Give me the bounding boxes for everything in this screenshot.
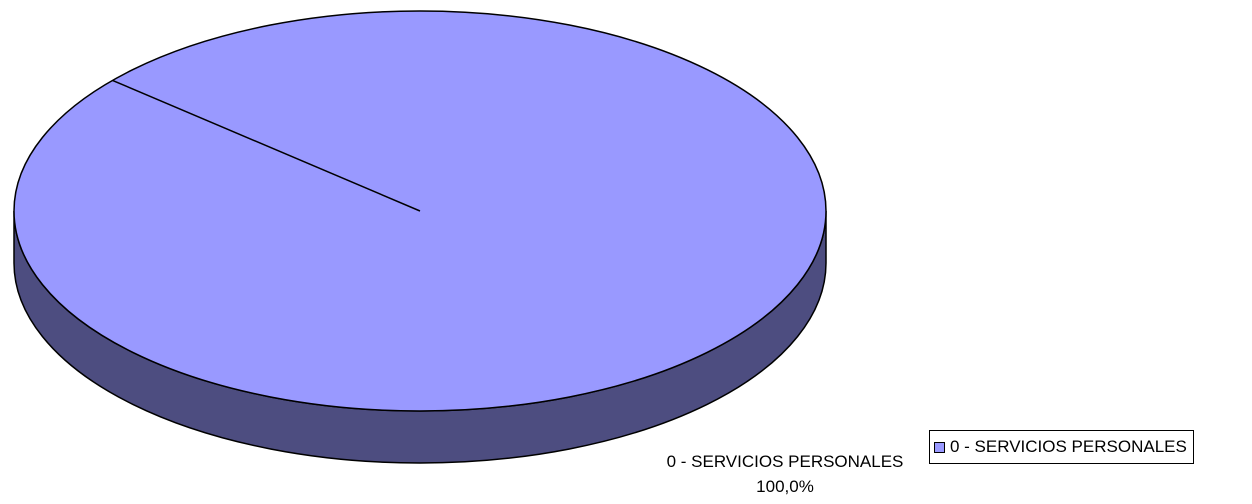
slice-category-label: 0 - SERVICIOS PERSONALES xyxy=(666,452,904,471)
legend: 0 - SERVICIOS PERSONALES xyxy=(929,430,1194,464)
slice-data-label: 0 - SERVICIOS PERSONALES 100,0% xyxy=(600,449,970,499)
legend-entry-label: 0 - SERVICIOS PERSONALES xyxy=(950,437,1187,456)
pie-slice-edge-0 xyxy=(112,79,421,212)
legend-swatch xyxy=(934,441,945,453)
slice-percent-label: 100,0% xyxy=(756,477,814,496)
